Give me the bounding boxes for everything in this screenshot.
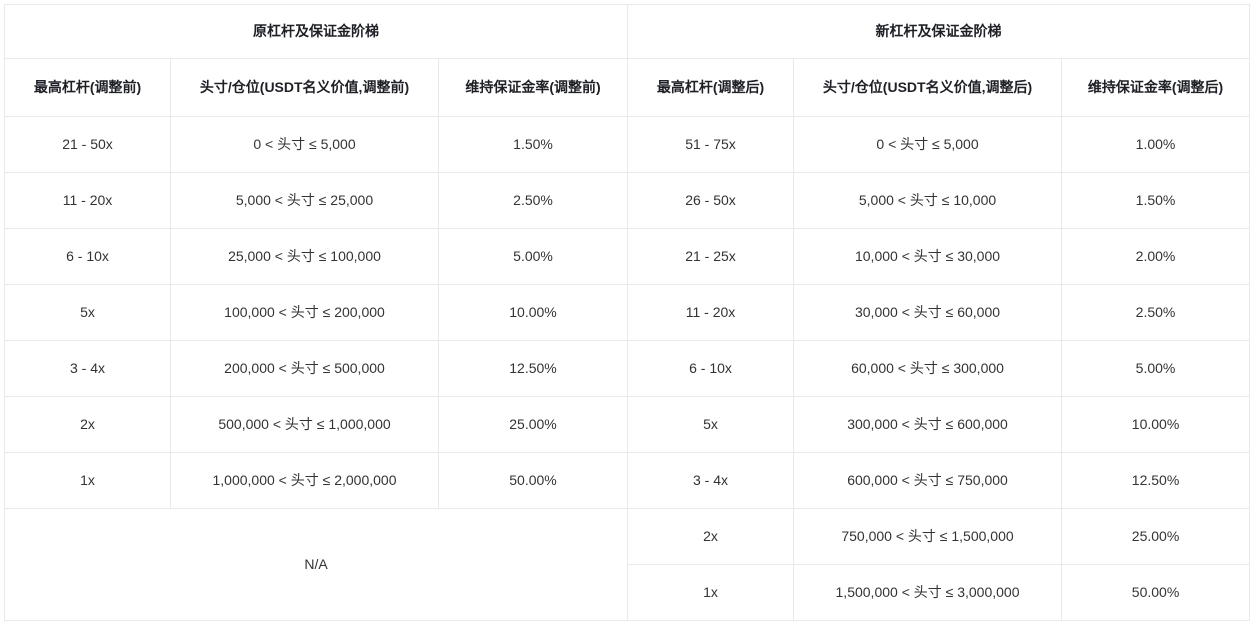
col-header-old-mmr: 维持保证金率(调整前)	[437, 58, 629, 117]
cell-new-mmr: 10.00%	[1061, 396, 1251, 453]
cell-old-position: 0 < 头寸 ≤ 5,000	[170, 116, 439, 173]
cell-new-leverage: 1x	[627, 564, 795, 621]
cell-new-leverage: 6 - 10x	[627, 340, 795, 397]
cell-new-leverage: 21 - 25x	[627, 228, 795, 285]
tier-row-4: 5x 100,000 < 头寸 ≤ 200,000 10.00% 11 - 20…	[4, 284, 1251, 341]
cell-new-position: 1,500,000 < 头寸 ≤ 3,000,000	[793, 564, 1063, 621]
leverage-margin-tier-table: 原杠杆及保证金阶梯 新杠杆及保证金阶梯 最高杠杆(调整前) 头寸/仓位(USDT…	[3, 4, 1251, 621]
col-header-old-max-leverage: 最高杠杆(调整前)	[4, 58, 171, 117]
cell-new-position: 10,000 < 头寸 ≤ 30,000	[793, 228, 1063, 285]
cell-old-position: 100,000 < 头寸 ≤ 200,000	[170, 284, 439, 341]
cell-new-position: 60,000 < 头寸 ≤ 300,000	[793, 340, 1063, 397]
cell-new-mmr: 2.00%	[1061, 228, 1251, 285]
cell-old-mmr: 25.00%	[437, 396, 629, 453]
cell-old-leverage: 1x	[4, 452, 171, 509]
cell-new-mmr: 50.00%	[1061, 564, 1251, 621]
cell-new-leverage: 3 - 4x	[627, 452, 795, 509]
tier-row-6: 2x 500,000 < 头寸 ≤ 1,000,000 25.00% 5x 30…	[4, 396, 1251, 453]
cell-new-mmr: 12.50%	[1061, 452, 1251, 509]
cell-new-leverage: 5x	[627, 396, 795, 453]
cell-new-leverage: 11 - 20x	[627, 284, 795, 341]
cell-old-position: 25,000 < 头寸 ≤ 100,000	[170, 228, 439, 285]
cell-old-mmr: 5.00%	[437, 228, 629, 285]
cell-new-leverage: 2x	[627, 508, 795, 565]
cell-new-position: 30,000 < 头寸 ≤ 60,000	[793, 284, 1063, 341]
tier-row-5: 3 - 4x 200,000 < 头寸 ≤ 500,000 12.50% 6 -…	[4, 340, 1251, 397]
cell-old-mmr: 1.50%	[437, 116, 629, 173]
cell-old-leverage: 6 - 10x	[4, 228, 171, 285]
cell-old-mmr: 50.00%	[437, 452, 629, 509]
tier-row-3: 6 - 10x 25,000 < 头寸 ≤ 100,000 5.00% 21 -…	[4, 228, 1251, 285]
cell-new-leverage: 26 - 50x	[627, 172, 795, 229]
cell-new-position: 600,000 < 头寸 ≤ 750,000	[793, 452, 1063, 509]
na-cell: N/A	[3, 508, 629, 621]
cell-old-leverage: 5x	[4, 284, 171, 341]
cell-new-position: 300,000 < 头寸 ≤ 600,000	[793, 396, 1063, 453]
tier-row-2: 11 - 20x 5,000 < 头寸 ≤ 25,000 2.50% 26 - …	[4, 172, 1251, 229]
cell-old-leverage: 3 - 4x	[4, 340, 171, 397]
group-header-row: 原杠杆及保证金阶梯 新杠杆及保证金阶梯	[3, 4, 1251, 59]
column-header-row: 最高杠杆(调整前) 头寸/仓位(USDT名义价值,调整前) 维持保证金率(调整前…	[4, 58, 1251, 117]
cell-new-position: 5,000 < 头寸 ≤ 10,000	[793, 172, 1063, 229]
cell-old-leverage: 11 - 20x	[4, 172, 171, 229]
col-header-new-max-leverage: 最高杠杆(调整后)	[627, 58, 795, 117]
cell-new-mmr: 2.50%	[1061, 284, 1251, 341]
cell-new-mmr: 1.50%	[1061, 172, 1251, 229]
tier-row-8: N/A 2x 750,000 < 头寸 ≤ 1,500,000 25.00%	[3, 508, 1251, 621]
cell-old-position: 200,000 < 头寸 ≤ 500,000	[170, 340, 439, 397]
cell-old-leverage: 2x	[4, 396, 171, 453]
col-header-new-mmr: 维持保证金率(调整后)	[1061, 58, 1251, 117]
cell-new-position: 750,000 < 头寸 ≤ 1,500,000	[793, 508, 1063, 565]
col-header-old-position: 头寸/仓位(USDT名义价值,调整前)	[170, 58, 439, 117]
cell-new-mmr: 25.00%	[1061, 508, 1251, 565]
cell-old-mmr: 2.50%	[437, 172, 629, 229]
tier-row-1: 21 - 50x 0 < 头寸 ≤ 5,000 1.50% 51 - 75x 0…	[4, 116, 1251, 173]
cell-old-leverage: 21 - 50x	[4, 116, 171, 173]
col-header-new-position: 头寸/仓位(USDT名义价值,调整后)	[793, 58, 1063, 117]
tier-row-9: 1x 1,500,000 < 头寸 ≤ 3,000,000 50.00%	[5, 564, 1251, 621]
cell-new-leverage: 51 - 75x	[627, 116, 795, 173]
cell-old-position: 1,000,000 < 头寸 ≤ 2,000,000	[170, 452, 439, 509]
group-header-new: 新杠杆及保证金阶梯	[627, 4, 1251, 59]
cell-new-mmr: 1.00%	[1061, 116, 1251, 173]
cell-new-mmr: 5.00%	[1061, 340, 1251, 397]
cell-old-position: 5,000 < 头寸 ≤ 25,000	[170, 172, 439, 229]
group-header-original: 原杠杆及保证金阶梯	[3, 4, 629, 59]
cell-old-position: 500,000 < 头寸 ≤ 1,000,000	[170, 396, 439, 453]
cell-old-mmr: 12.50%	[437, 340, 629, 397]
tier-row-7: 1x 1,000,000 < 头寸 ≤ 2,000,000 50.00% 3 -…	[4, 452, 1251, 509]
cell-old-mmr: 10.00%	[437, 284, 629, 341]
cell-new-position: 0 < 头寸 ≤ 5,000	[793, 116, 1063, 173]
